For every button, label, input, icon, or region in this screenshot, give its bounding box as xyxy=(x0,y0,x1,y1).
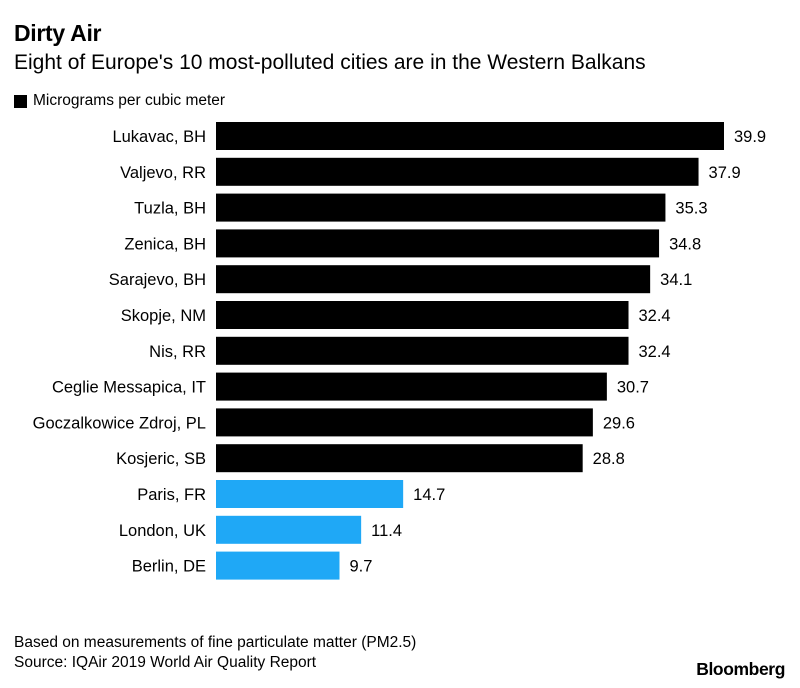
bar-paris-fr xyxy=(216,480,404,508)
bar-london-uk xyxy=(216,515,362,544)
value-label-tuzla-bh: 35.3 xyxy=(675,200,707,218)
value-label-skopje-nm: 32.4 xyxy=(639,307,671,325)
value-label-nis-rr: 32.4 xyxy=(639,343,671,361)
category-label-ceglie-messapica-it: Ceglie Messapica, IT xyxy=(52,379,206,397)
bloomberg-logo: Bloomberg xyxy=(696,659,785,679)
value-label-ceglie-messapica-it: 30.7 xyxy=(617,379,649,397)
bar-skopje-nm xyxy=(216,301,629,329)
value-label-valjevo-rr: 37.9 xyxy=(709,164,741,182)
category-label-kosjeric-sb: Kosjeric, SB xyxy=(116,450,206,468)
category-label-tuzla-bh: Tuzla, BH xyxy=(134,200,206,218)
value-label-lukavac-bh: 39.9 xyxy=(734,128,766,146)
value-label-sarajevo-bh: 34.1 xyxy=(660,271,692,289)
bar-sarajevo-bh xyxy=(216,265,651,294)
category-label-lukavac-bh: Lukavac, BH xyxy=(112,128,206,146)
source-note: Source: IQAir 2019 World Air Quality Rep… xyxy=(14,654,317,671)
category-label-goczalkowice-zdroj-pl: Goczalkowice Zdroj, PL xyxy=(33,414,206,432)
category-label-valjevo-rr: Valjevo, RR xyxy=(120,164,206,182)
legend: Micrograms per cubic meter xyxy=(14,92,225,110)
legend-label: Micrograms per cubic meter xyxy=(33,92,226,109)
chart-subtitle: Eight of Europe's 10 most-polluted citie… xyxy=(14,51,646,74)
bar-berlin-de xyxy=(216,551,340,580)
bar-lukavac-bh xyxy=(216,122,724,150)
bar-tuzla-bh xyxy=(216,193,666,222)
chart-title: Dirty Air xyxy=(14,20,102,46)
category-label-london-uk: London, UK xyxy=(119,522,206,540)
bar-valjevo-rr xyxy=(216,157,699,186)
category-label-berlin-de: Berlin, DE xyxy=(132,558,206,576)
value-label-paris-fr: 14.7 xyxy=(413,486,445,504)
bar-kosjeric-sb xyxy=(216,444,583,473)
bar-ceglie-messapica-it xyxy=(216,372,607,401)
category-label-sarajevo-bh: Sarajevo, BH xyxy=(109,271,206,289)
value-label-zenica-bh: 34.8 xyxy=(669,235,701,253)
footnote: Based on measurements of fine particulat… xyxy=(14,634,417,651)
legend-swatch xyxy=(14,94,27,108)
category-label-zenica-bh: Zenica, BH xyxy=(124,235,206,253)
value-label-kosjeric-sb: 28.8 xyxy=(593,450,625,468)
category-label-skopje-nm: Skopje, NM xyxy=(121,307,206,325)
bar-zenica-bh xyxy=(216,229,660,258)
category-label-paris-fr: Paris, FR xyxy=(137,486,206,504)
value-label-london-uk: 11.4 xyxy=(371,522,402,540)
category-label-nis-rr: Nis, RR xyxy=(149,343,206,361)
value-label-goczalkowice-zdroj-pl: 29.6 xyxy=(603,414,635,432)
bar-nis-rr xyxy=(216,336,629,365)
value-label-berlin-de: 9.7 xyxy=(349,558,372,576)
bar-goczalkowice-zdroj-pl xyxy=(216,408,593,437)
